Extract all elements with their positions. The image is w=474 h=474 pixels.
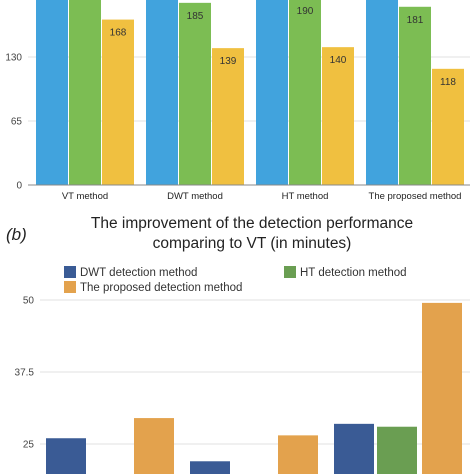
- legend-label-ht: HT detection method: [300, 267, 407, 279]
- top-chart-category-label: VT method: [62, 191, 108, 202]
- legend-swatch-dwt: [64, 266, 76, 278]
- top-chart-data-label: 181: [407, 15, 424, 26]
- bottom-chart-y-tick-label: 25: [23, 440, 35, 451]
- top-chart-category-label: DWT method: [167, 191, 223, 202]
- legend-label-dwt: DWT detection method: [80, 267, 197, 279]
- top-chart-bar: [366, 0, 398, 185]
- legend-swatch-proposed: [64, 281, 76, 293]
- top-chart-bar: [179, 2, 211, 185]
- bottom-chart-bar: [334, 423, 374, 474]
- top-chart-bar: [69, 0, 101, 185]
- bottom-chart-y-tick-label: 50: [23, 296, 35, 307]
- panel-label: (b): [6, 225, 27, 244]
- top-chart-categories: VT method DWT method HT method The proposed…: [62, 191, 462, 202]
- top-chart-bar: [212, 48, 244, 186]
- bottom-chart-bar: [278, 435, 318, 474]
- bottom-chart-bar: [46, 438, 86, 474]
- top-chart-y-tick-label: 0: [16, 181, 22, 192]
- legend-swatch-ht: [284, 266, 296, 278]
- top-chart-bar: [146, 0, 178, 185]
- bottom-chart-y-ticks: 25 37.5 50: [15, 296, 35, 451]
- bottom-chart-bars: [46, 302, 462, 474]
- top-chart-data-label: 118: [440, 77, 456, 88]
- bottom-chart-bar: [377, 426, 417, 474]
- bottom-chart-bar: [422, 302, 462, 474]
- top-chart-bar: [432, 68, 464, 185]
- top-chart-bar: [102, 19, 134, 186]
- top-chart-data-label: 140: [330, 55, 347, 66]
- top-chart-y-tick-label: 130: [5, 53, 22, 64]
- top-chart-bar: [256, 0, 288, 185]
- top-chart-data-labels: 168 185 139 190 140 181 118: [110, 6, 457, 88]
- top-chart-y-ticks: 0 65 130: [5, 53, 22, 192]
- top-chart-data-label: 185: [187, 11, 204, 22]
- top-chart-y-tick-label: 65: [11, 117, 23, 128]
- legend-label-proposed: The proposed detection method: [80, 282, 242, 294]
- top-chart-data-label: 190: [297, 6, 314, 17]
- bottom-chart-bar: [134, 418, 174, 474]
- top-chart-data-label: 168: [110, 28, 127, 39]
- bottom-chart-title-line-1: The improvement of the detection perform…: [91, 215, 413, 232]
- top-chart-bars: [36, 0, 464, 186]
- top-chart-bar: [322, 47, 354, 186]
- bottom-chart-title-line-2: comparing to VT (in minutes): [153, 235, 352, 252]
- top-chart-category-label: HT method: [282, 191, 329, 202]
- bottom-chart-bar: [190, 461, 230, 474]
- bottom-chart-gridlines: [40, 299, 470, 445]
- bottom-chart-y-tick-label: 37.5: [15, 368, 35, 379]
- top-chart-category-label: The proposed method: [369, 191, 462, 202]
- top-chart-data-label: 139: [220, 56, 237, 67]
- top-chart-bar: [289, 0, 321, 185]
- top-chart-bar: [36, 0, 68, 185]
- top-chart-bar: [399, 6, 431, 185]
